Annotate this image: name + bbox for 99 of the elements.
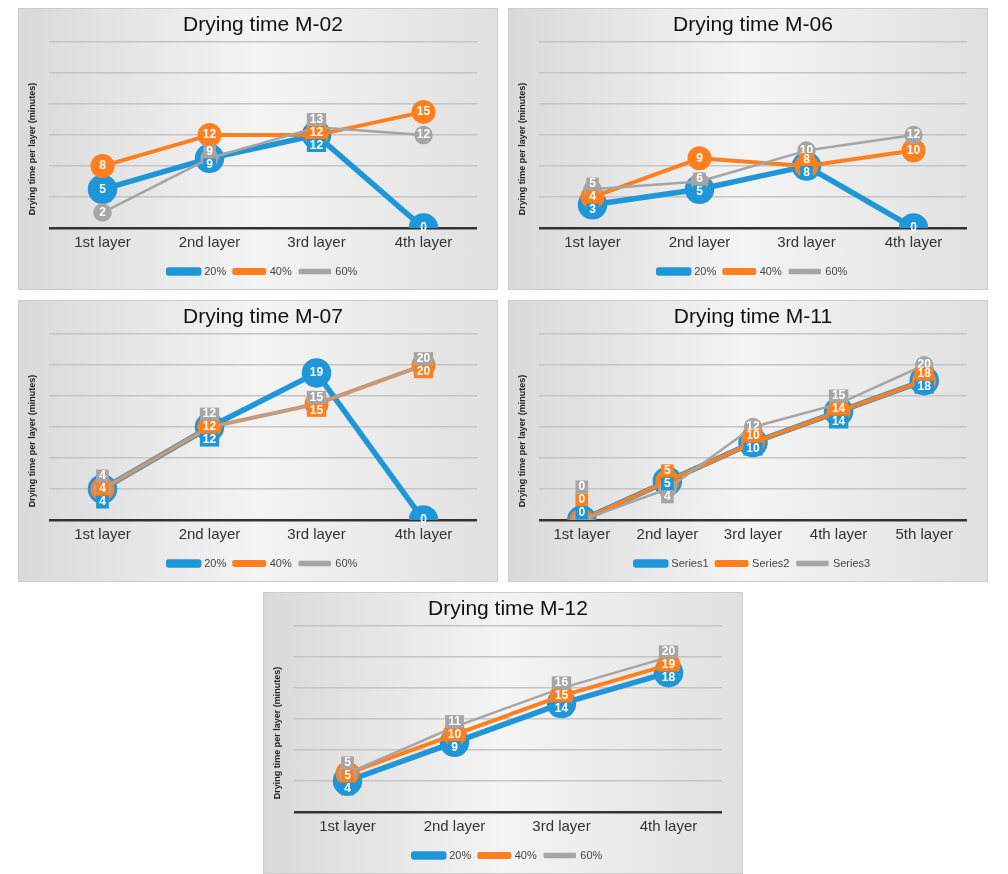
data-label: 14: [831, 401, 846, 416]
data-label: 2: [99, 204, 107, 219]
data-label: 0: [578, 492, 586, 507]
chart-title: Drying time M-11: [673, 304, 833, 328]
legend-label: 60%: [580, 848, 603, 861]
x-tick-label: 1st layer: [74, 233, 131, 251]
data-label: 13: [309, 111, 324, 126]
data-label: 3: [589, 202, 597, 217]
x-tick-label: 2nd layer: [636, 525, 699, 543]
chart-title: Drying time M-02: [183, 12, 343, 36]
data-label: 10: [447, 726, 462, 741]
data-label: 4: [664, 489, 672, 504]
data-label: 9: [206, 144, 214, 159]
x-tick-label: 3rd layer: [723, 525, 783, 543]
data-label: 20: [416, 363, 431, 378]
x-tick-label: 2nd layer: [178, 233, 241, 251]
x-tick-label: 1st layer: [564, 233, 621, 251]
data-label: 5: [664, 476, 672, 491]
data-label: 4: [344, 781, 352, 796]
data-label: 16: [554, 675, 569, 690]
data-label: 14: [831, 414, 846, 429]
y-axis-title: Drying time per layer (minutes): [517, 374, 528, 508]
legend-label: 60%: [335, 556, 358, 569]
x-tick-label: 4th layer: [809, 525, 868, 543]
y-axis-title: Drying time per layer (minutes): [517, 82, 528, 216]
x-tick-label: 4th layer: [639, 817, 698, 835]
legend-label: 60%: [825, 264, 848, 277]
legend-label: 20%: [204, 264, 227, 277]
x-tick-label: 3rd layer: [532, 817, 591, 835]
data-label: 12: [416, 127, 431, 142]
x-tick-label: 1st layer: [319, 817, 376, 835]
data-label: 9: [696, 150, 704, 165]
data-label: 12: [309, 137, 324, 152]
data-label: 4: [99, 494, 107, 509]
x-tick-label: 4th layer: [394, 525, 453, 543]
data-label: 20: [661, 644, 676, 659]
chart-title: Drying time M-06: [673, 12, 833, 36]
legend-label: Series1: [671, 556, 709, 569]
data-label: 10: [906, 142, 921, 157]
data-label: 5: [344, 768, 352, 783]
x-tick-label: 2nd layer: [668, 233, 731, 251]
data-label: 12: [202, 127, 217, 142]
data-label: 15: [554, 688, 569, 703]
x-tick-label: 1st layer: [74, 525, 131, 543]
data-label: 12: [906, 127, 921, 142]
x-tick-label: 4th layer: [884, 233, 943, 251]
data-label: 15: [416, 104, 431, 119]
data-label: 5: [696, 184, 704, 199]
data-label: 18: [917, 379, 932, 394]
legend-label: 40%: [759, 264, 782, 277]
data-label: 18: [661, 670, 676, 685]
data-label: 4: [589, 189, 597, 204]
data-label: 0: [578, 479, 586, 494]
data-label: 5: [664, 463, 672, 478]
legend-label: 40%: [269, 556, 292, 569]
data-label: 5: [99, 181, 107, 196]
legend-label: 60%: [335, 264, 358, 277]
data-label: 19: [661, 657, 676, 672]
legend-label: 20%: [204, 556, 227, 569]
data-label: 15: [831, 388, 846, 403]
y-axis-title: Drying time per layer (minutes): [27, 82, 38, 216]
data-label: 6: [696, 171, 704, 186]
data-label: 15: [309, 389, 324, 404]
data-label: 9: [451, 739, 459, 754]
x-tick-label: 2nd layer: [178, 525, 241, 543]
data-label: 14: [554, 701, 569, 716]
data-label: 4: [99, 468, 107, 483]
data-label: 19: [309, 365, 324, 380]
data-label: 9: [206, 157, 214, 172]
data-label: 12: [202, 419, 217, 434]
chart-title: Drying time M-07: [183, 304, 343, 328]
x-tick-label: 5th layer: [895, 525, 953, 543]
legend-label: 40%: [269, 264, 292, 277]
x-tick-label: 1st layer: [553, 525, 611, 543]
data-label: 4: [99, 481, 107, 496]
y-axis-title: Drying time per layer (minutes): [272, 666, 283, 800]
legend-label: 20%: [449, 848, 472, 861]
data-label: 5: [344, 755, 352, 770]
data-label: 15: [309, 402, 324, 417]
data-label: 8: [803, 164, 811, 179]
legend-label: 40%: [514, 848, 537, 861]
data-label: 10: [746, 441, 760, 456]
data-label: 8: [99, 158, 107, 173]
data-label: 5: [589, 176, 597, 191]
data-label: 20: [416, 350, 431, 365]
x-tick-label: 3rd layer: [287, 233, 346, 251]
data-label: 11: [448, 713, 462, 728]
x-tick-label: 3rd layer: [777, 233, 836, 251]
chart-title: Drying time M-12: [428, 596, 588, 620]
x-tick-label: 4th layer: [394, 233, 453, 251]
y-axis-title: Drying time per layer (minutes): [27, 374, 38, 508]
x-tick-label: 3rd layer: [287, 525, 346, 543]
data-label: 12: [309, 124, 324, 139]
data-label: 12: [202, 432, 217, 447]
data-label: 12: [202, 406, 217, 421]
legend-label: Series2: [752, 556, 790, 569]
legend-label: 20%: [694, 264, 717, 277]
x-tick-label: 2nd layer: [423, 817, 486, 835]
legend-label: Series3: [832, 556, 871, 569]
